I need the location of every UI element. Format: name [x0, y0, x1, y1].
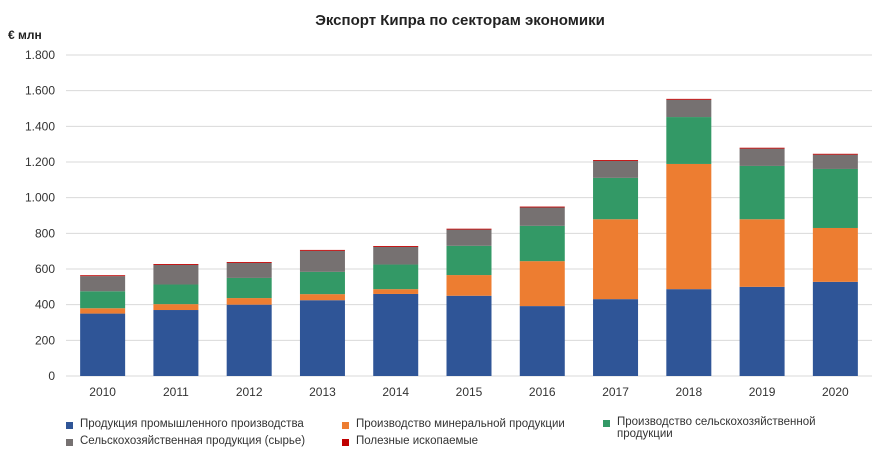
bar-segment-0 [519, 306, 565, 376]
bar-segment-2 [446, 245, 492, 276]
legend-swatch [342, 439, 349, 446]
bar-segment-3 [226, 262, 272, 278]
bar-segment-4 [80, 275, 126, 277]
legend-item-1: Производство минеральной продукции [342, 418, 565, 430]
bar-segment-1 [739, 219, 785, 287]
bar-segment-0 [666, 289, 712, 376]
legend-item-3: Сельскохозяйственная продукция (сырье) [66, 435, 305, 447]
y-tick-label: 0 [48, 369, 55, 383]
bar-segment-3 [519, 207, 565, 226]
bar-segment-2 [226, 277, 272, 299]
x-tick-label: 2012 [236, 385, 263, 399]
bar-segment-0 [153, 310, 199, 376]
legend-item-0: Продукция промышленного производства [66, 418, 304, 430]
x-tick-label: 2016 [529, 385, 556, 399]
bar-segment-0 [80, 313, 126, 376]
x-tick-label: 2019 [749, 385, 776, 399]
x-tick-label: 2014 [382, 385, 409, 399]
chart-title: Экспорт Кипра по секторам экономики [315, 12, 605, 29]
bar-segment-1 [373, 289, 419, 294]
bar-segment-1 [80, 308, 126, 314]
x-tick-label: 2018 [675, 385, 702, 399]
bar-segment-1 [299, 294, 345, 301]
bar-segment-2 [812, 168, 858, 228]
y-tick-label: 1.000 [25, 191, 55, 205]
bar-segment-1 [812, 227, 858, 282]
bar-segment-2 [666, 117, 712, 164]
bar-segment-4 [446, 228, 492, 230]
bar-segment-2 [739, 165, 785, 220]
bar-segment-3 [446, 229, 492, 246]
bar-segment-0 [446, 295, 492, 376]
bar-segment-1 [153, 304, 199, 311]
legend-label: Производство сельскохозяйственной продук… [617, 416, 816, 440]
bar-segment-2 [153, 284, 199, 305]
bar-segment-4 [299, 249, 345, 251]
bar-segment-0 [299, 300, 345, 376]
legend-item-2: Производство сельскохозяйственной продук… [603, 416, 863, 440]
legend-swatch [603, 420, 610, 427]
bar-segment-3 [739, 148, 785, 166]
bar-segment-1 [226, 298, 272, 305]
legend-swatch [66, 439, 73, 446]
x-tick-label: 2013 [309, 385, 336, 399]
legend-label: Полезные ископаемые [356, 435, 479, 447]
bar-segment-0 [739, 286, 785, 376]
bar-segment-4 [593, 160, 639, 161]
x-tick-label: 2015 [456, 385, 483, 399]
bar-segment-2 [299, 271, 345, 295]
bar-segment-3 [593, 160, 639, 178]
x-tick-label: 2010 [89, 385, 116, 399]
y-tick-label: 1.200 [25, 155, 55, 169]
bar-segment-3 [153, 264, 199, 285]
bar-segment-4 [153, 264, 199, 265]
legend-swatch [66, 422, 73, 429]
x-tick-label: 2017 [602, 385, 629, 399]
bar-segment-4 [519, 206, 565, 208]
bar-segment-0 [226, 304, 272, 376]
y-tick-label: 600 [35, 262, 55, 276]
bar-segment-0 [373, 293, 419, 376]
bar-segment-1 [446, 275, 492, 296]
bar-segment-3 [812, 154, 858, 169]
legend-label: Сельскохозяйственная продукция (сырье) [80, 435, 306, 447]
bar-segment-2 [373, 264, 419, 290]
bar-segment-4 [226, 262, 272, 263]
bar-segment-1 [593, 219, 639, 300]
bar-segment-2 [593, 177, 639, 220]
bar-segment-1 [519, 261, 565, 307]
y-tick-label: 800 [35, 226, 55, 240]
bar-segment-3 [80, 276, 126, 292]
bar-segment-0 [812, 281, 858, 376]
bar-segment-1 [666, 163, 712, 290]
y-tick-label: 1.800 [25, 48, 55, 62]
legend-swatch [342, 422, 349, 429]
y-tick-label: 1.400 [25, 119, 55, 133]
bar-segment-4 [666, 98, 712, 100]
legend-label: Производство минеральной продукции [356, 418, 565, 430]
y-tick-label: 400 [35, 298, 55, 312]
bar-segment-4 [812, 153, 858, 155]
y-axis-unit: € млн [8, 28, 42, 42]
legend-label: Продукция промышленного производства [80, 418, 304, 430]
bar-segment-3 [666, 99, 712, 118]
bar-segment-3 [299, 250, 345, 272]
bar-segment-3 [373, 246, 419, 265]
x-tick-label: 2020 [822, 385, 849, 399]
bar-segment-4 [373, 245, 419, 247]
x-tick-label: 2011 [163, 385, 189, 399]
bar-segment-2 [519, 225, 565, 262]
bar-segment-0 [593, 299, 639, 376]
y-tick-label: 200 [35, 333, 55, 347]
bar-segment-2 [80, 291, 126, 309]
y-tick-label: 1.600 [25, 84, 55, 98]
bar-segment-4 [739, 147, 785, 149]
legend-item-4: Полезные ископаемые [342, 435, 478, 447]
